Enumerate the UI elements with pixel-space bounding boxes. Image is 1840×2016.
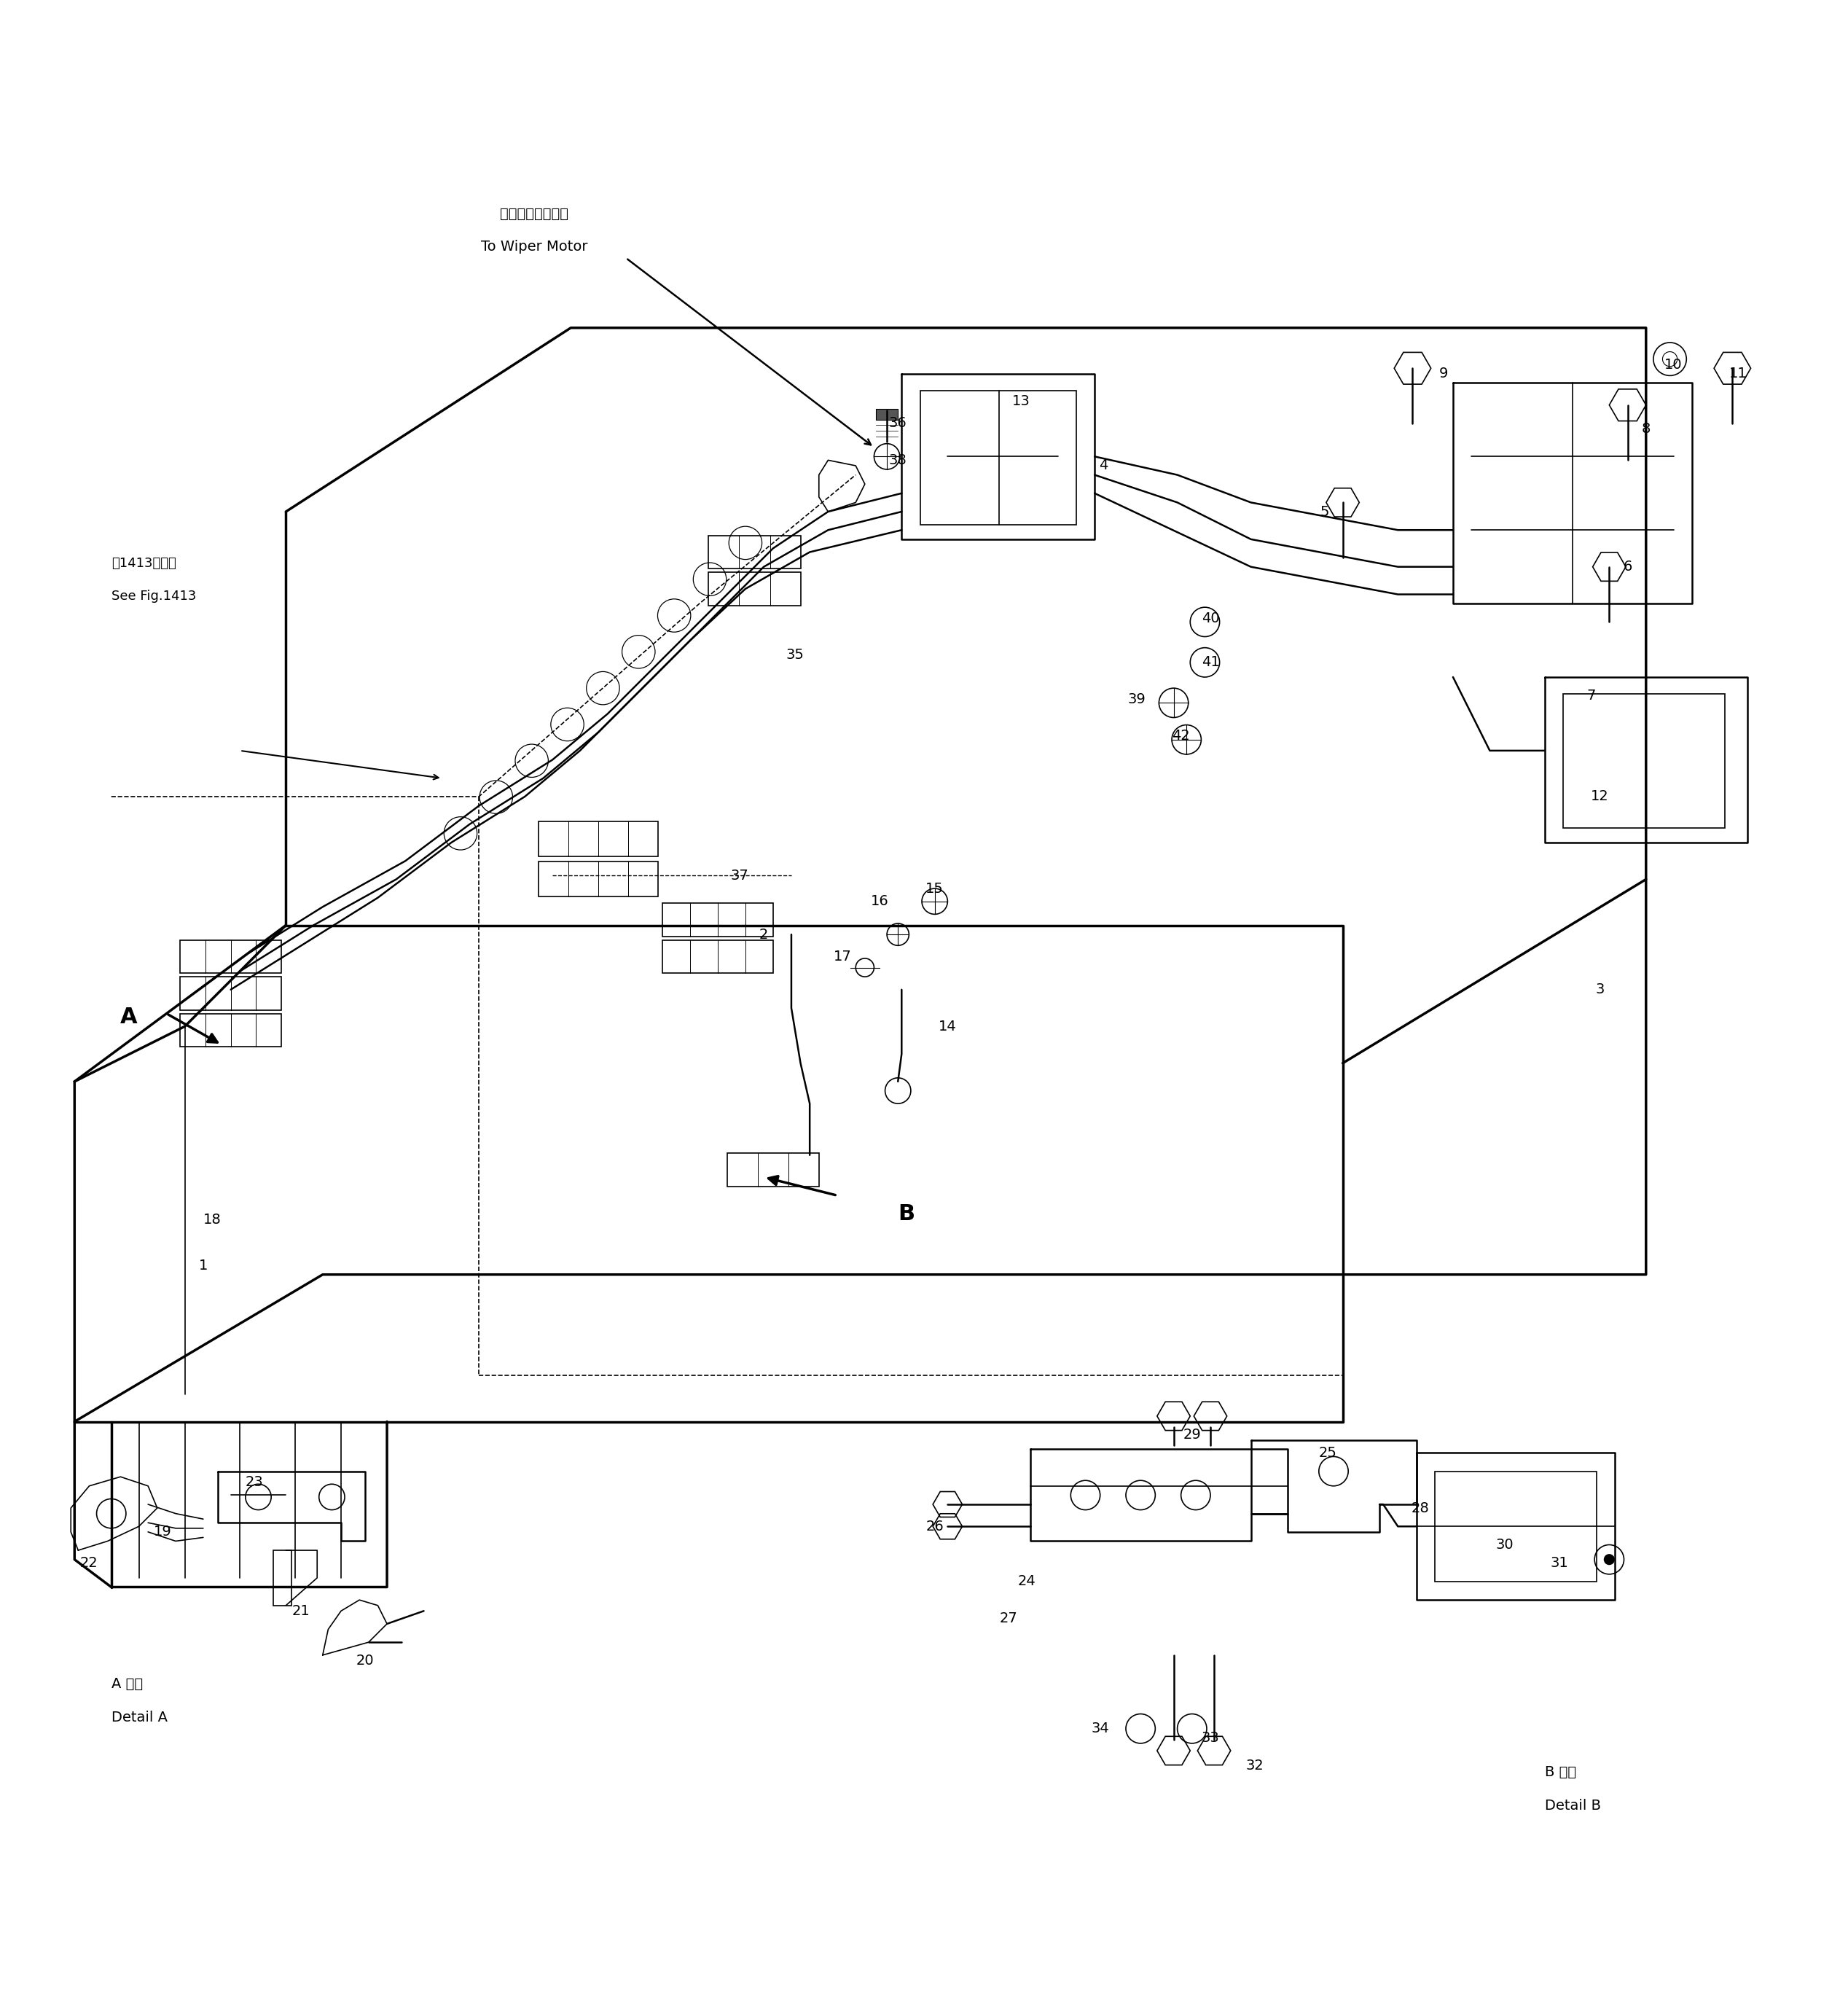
Bar <box>708 573 800 605</box>
Text: 31: 31 <box>1551 1556 1570 1570</box>
Text: 17: 17 <box>834 950 852 964</box>
Bar <box>272 1550 291 1605</box>
Text: 30: 30 <box>1496 1538 1514 1552</box>
Text: 24: 24 <box>1018 1574 1036 1589</box>
Text: 2: 2 <box>760 927 769 941</box>
Text: 11: 11 <box>1730 367 1746 381</box>
Text: 4: 4 <box>1098 460 1108 472</box>
Text: 23: 23 <box>245 1476 263 1490</box>
Text: 7: 7 <box>1586 689 1595 702</box>
Circle shape <box>1604 1554 1616 1564</box>
Text: 10: 10 <box>1665 357 1682 371</box>
Bar <box>920 391 1076 524</box>
Text: 41: 41 <box>1202 655 1220 669</box>
Text: A: A <box>120 1006 138 1028</box>
Text: 12: 12 <box>1592 790 1608 804</box>
Text: 8: 8 <box>1641 421 1650 435</box>
Text: 21: 21 <box>291 1605 309 1619</box>
Text: 35: 35 <box>786 647 804 661</box>
Bar <box>1435 1472 1597 1583</box>
Bar <box>180 976 282 1010</box>
Text: Detail B: Detail B <box>1546 1798 1601 1812</box>
Bar <box>708 536 800 569</box>
Text: 15: 15 <box>926 881 944 895</box>
Text: See Fig.1413: See Fig.1413 <box>110 591 197 603</box>
Bar <box>727 1153 819 1185</box>
Text: 29: 29 <box>1183 1427 1202 1441</box>
Text: 39: 39 <box>1128 691 1146 706</box>
Text: 19: 19 <box>155 1524 171 1538</box>
Text: Detail A: Detail A <box>110 1710 167 1724</box>
Text: 32: 32 <box>1246 1758 1264 1772</box>
Text: 9: 9 <box>1439 367 1448 381</box>
Bar <box>180 939 282 974</box>
Bar <box>876 409 898 419</box>
Text: 20: 20 <box>355 1653 374 1667</box>
Text: 25: 25 <box>1319 1445 1338 1460</box>
Bar <box>1564 694 1726 829</box>
Text: 6: 6 <box>1623 560 1632 575</box>
Text: 28: 28 <box>1411 1502 1430 1514</box>
Text: 14: 14 <box>938 1020 957 1034</box>
Text: A 詳細: A 詳細 <box>110 1677 144 1691</box>
Text: 5: 5 <box>1319 504 1328 518</box>
Text: 18: 18 <box>204 1212 221 1226</box>
Text: 27: 27 <box>999 1611 1018 1625</box>
Text: 22: 22 <box>81 1556 98 1570</box>
Text: 36: 36 <box>889 417 907 429</box>
Text: 33: 33 <box>1202 1732 1220 1744</box>
Bar <box>662 903 773 935</box>
Text: 42: 42 <box>1172 730 1190 742</box>
Text: 37: 37 <box>730 869 749 883</box>
Text: 38: 38 <box>889 454 907 468</box>
Text: B 詳細: B 詳細 <box>1546 1766 1577 1780</box>
Text: 第1413図参照: 第1413図参照 <box>110 556 177 571</box>
Text: 13: 13 <box>1012 395 1030 409</box>
Text: ワイパーモータへ: ワイパーモータへ <box>500 206 569 220</box>
Text: 16: 16 <box>870 895 889 909</box>
Text: 1: 1 <box>199 1258 208 1272</box>
Text: To Wiper Motor: To Wiper Motor <box>480 240 587 254</box>
Text: 40: 40 <box>1202 611 1220 625</box>
Bar <box>662 939 773 974</box>
Bar <box>539 821 659 857</box>
Bar <box>539 863 659 897</box>
Text: B: B <box>898 1204 914 1224</box>
Bar <box>180 1014 282 1046</box>
Text: 3: 3 <box>1595 982 1604 996</box>
Text: 26: 26 <box>926 1520 944 1534</box>
Text: 34: 34 <box>1091 1722 1110 1736</box>
